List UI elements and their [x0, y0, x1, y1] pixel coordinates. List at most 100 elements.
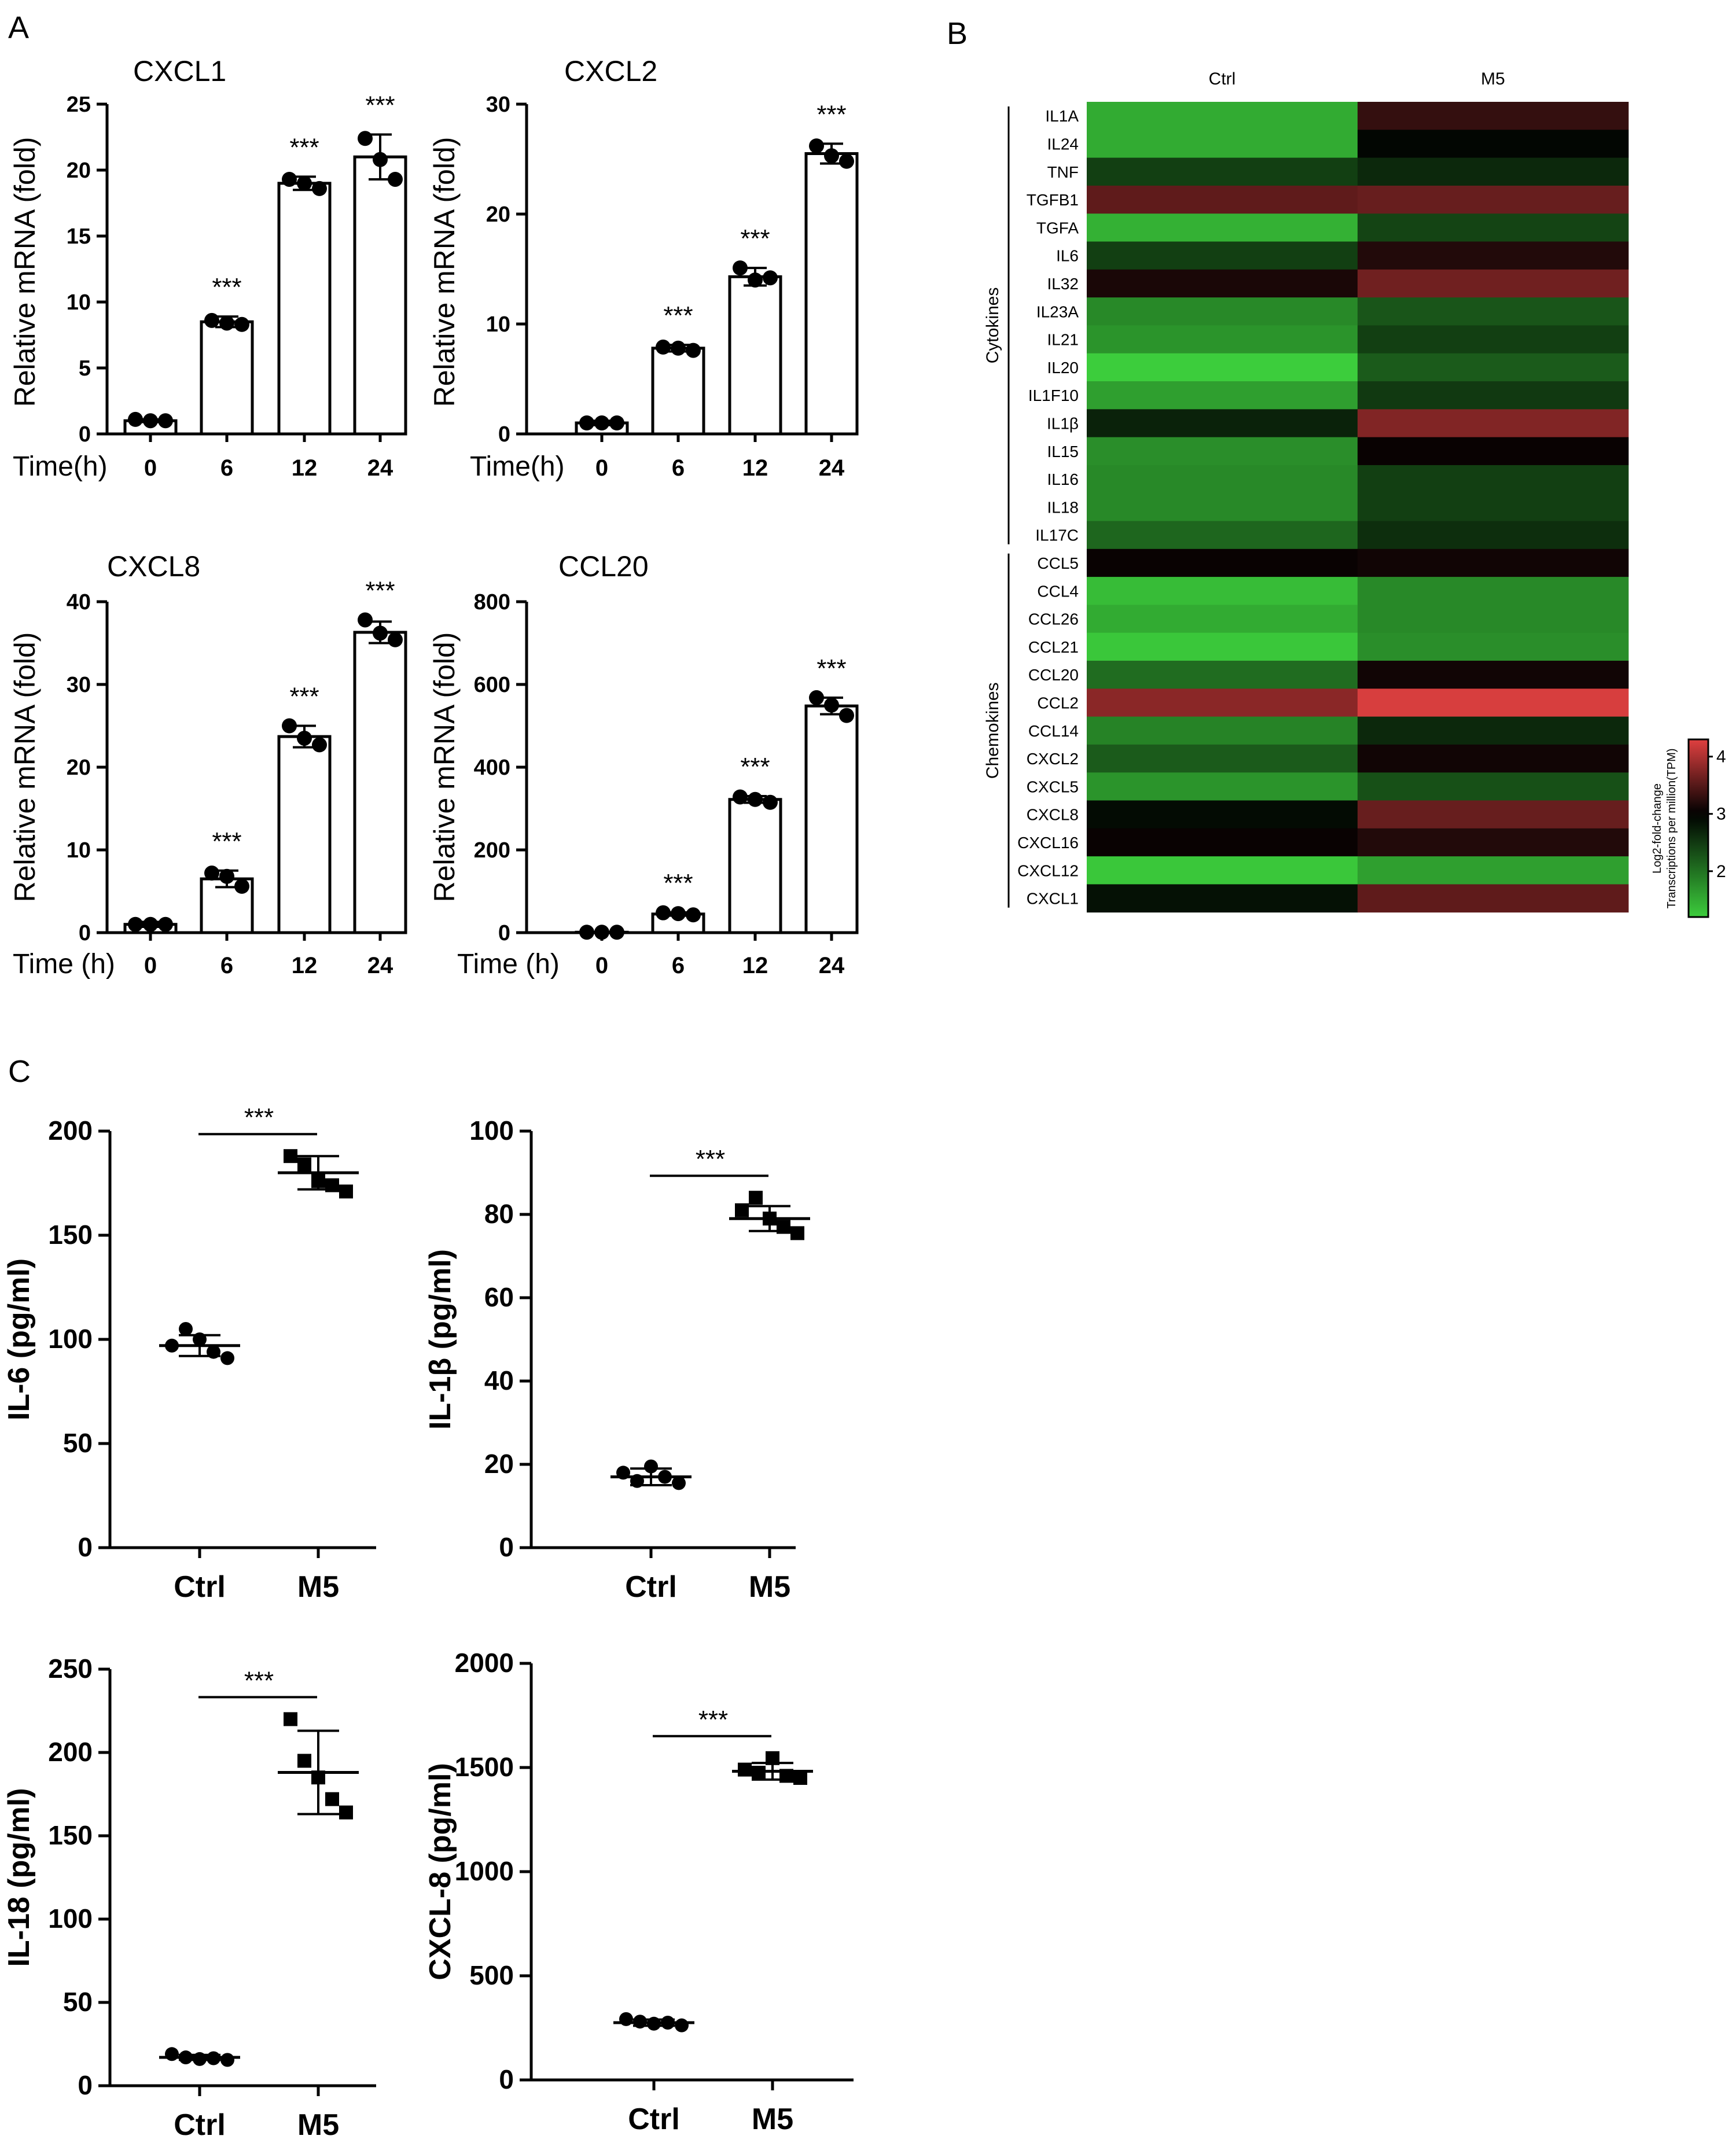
- chart-cxcl8-data-point: [158, 916, 173, 932]
- chart-cxcl2-ytick-label: 10: [486, 312, 510, 337]
- chart-cxcl1-category-label: 0: [144, 455, 157, 481]
- chart-il18-data-point: [311, 1770, 325, 1785]
- chart-cxcl1-ytick-label: 20: [67, 159, 91, 183]
- chart-cxcl8-data-point: [128, 916, 143, 932]
- chart-il1b-data-point: [658, 1470, 672, 1484]
- heatmap-cell: [1358, 102, 1629, 130]
- heatmap-row-label: IL21: [1047, 331, 1079, 349]
- colorbar-tick-label: 2: [1716, 862, 1726, 881]
- chart-cxcl8-ytick-label: 40: [67, 590, 91, 614]
- chart-il1b-data-point: [616, 1466, 630, 1480]
- heatmap-row-label: IL6: [1056, 247, 1079, 265]
- heatmap-cell: [1358, 577, 1629, 605]
- chart-cxcl8-protein-ytick-label: 1500: [455, 1752, 514, 1782]
- heatmap-cell: [1358, 185, 1629, 214]
- heatmap-row-label: CXCL12: [1017, 861, 1079, 879]
- chart-il1b-data-point: [777, 1220, 790, 1234]
- chart-ccl20-xlabel: Time (h): [457, 949, 560, 980]
- chart-il18: IL-18 (pg/ml) 0 50 100 150 200 250 Ctrl M5 ***: [2, 1654, 376, 2142]
- chart-cxcl1-ylabel: Relative mRNA (fold): [9, 137, 41, 407]
- chart-il1b-data-point: [749, 1191, 763, 1205]
- heatmap-cell: [1087, 213, 1358, 242]
- heatmap-cell: [1358, 828, 1629, 857]
- chart-ccl20-category-label: 12: [742, 953, 768, 978]
- chart-ccl20-ytick-label: 0: [498, 921, 510, 945]
- heatmap-cell: [1358, 269, 1629, 298]
- chart-il6-ytick-label: 100: [48, 1324, 93, 1354]
- heatmap-row-label: CCL4: [1037, 582, 1079, 600]
- chart-cxcl1-data-point: [312, 181, 327, 196]
- chart-ccl20-data-point: [824, 697, 839, 713]
- chart-cxcl8: CXCL8 Relative mRNA (fold) Time (h) 0 10 20 30…: [9, 550, 407, 980]
- chart-il6-data-point: [207, 1345, 220, 1359]
- panel-label-b: B: [947, 16, 968, 51]
- heatmap-cell: [1358, 661, 1629, 689]
- chart-cxcl1-category-label: 12: [292, 455, 318, 481]
- chart-cxcl2-xlabel: Time(h): [470, 451, 565, 482]
- heatmap-cell: [1087, 521, 1358, 550]
- chart-il18-ytick-label: 250: [48, 1654, 93, 1684]
- chart-il1b-ytick-label: 20: [484, 1449, 514, 1479]
- chart-il6-data-point: [220, 1351, 234, 1365]
- chart-il18-data-point: [297, 1754, 311, 1768]
- heatmap-row-label: CCL14: [1028, 722, 1079, 740]
- chart-cxcl1-ytick-label: 5: [79, 356, 91, 381]
- chart-cxcl2-data-point: [809, 138, 824, 154]
- chart-il6: IL-6 (pg/ml) 0 50 100 150 200 Ctrl M5 ***: [2, 1103, 376, 1604]
- chart-cxcl1-ytick-label: 25: [67, 93, 91, 117]
- chart-il1b-ylabel: IL-1β (pg/ml): [424, 1249, 457, 1430]
- heatmap-row-label: IL24: [1047, 135, 1079, 153]
- colorbar-label: Transcriptions per million(TPM): [1665, 748, 1678, 908]
- heatmap-cell: [1358, 800, 1629, 829]
- chart-ccl20-ylabel: Relative mRNA (fold): [428, 632, 461, 903]
- heatmap-cell: [1087, 185, 1358, 214]
- heatmap-cell: [1358, 772, 1629, 801]
- heatmap-cell: [1358, 437, 1629, 466]
- chart-cxcl8-protein-ylabel: CXCL-8 (pg/ml): [424, 1763, 457, 1980]
- heatmap-row-label: IL15: [1047, 443, 1079, 461]
- chart-il18-ytick-label: 100: [48, 1903, 93, 1934]
- heatmap-cell: [1358, 157, 1629, 186]
- chart-cxcl8-data-point: [297, 730, 312, 746]
- chart-il18-data-point: [284, 1712, 297, 1726]
- chart-il6-data-point: [297, 1157, 311, 1172]
- chart-il18-data-point: [179, 2050, 193, 2065]
- heatmap-row-label: CXCL16: [1017, 834, 1079, 852]
- chart-cxcl2: CXCL2 Relative mRNA (fold) Time(h) 0 10 20 30 0…: [428, 55, 859, 482]
- chart-cxcl1-xlabel: Time(h): [13, 451, 108, 482]
- heatmap-group-label: Cytokines: [983, 288, 1002, 364]
- chart-ccl20-data-point: [809, 690, 824, 705]
- chart-cxcl8-ytick-label: 30: [67, 673, 91, 697]
- chart-cxcl8-data-point: [358, 612, 373, 628]
- chart-cxcl2-data-point: [656, 339, 671, 355]
- chart-il6-ytick-label: 0: [78, 1532, 93, 1562]
- chart-il6-data-point: [179, 1322, 193, 1336]
- heatmap-cell: [1087, 828, 1358, 857]
- heatmap-cell: [1087, 605, 1358, 634]
- chart-cxcl8-category-label: 24: [367, 953, 393, 978]
- chart-il18-category-label: M5: [297, 2108, 339, 2142]
- chart-il6-data-point: [325, 1178, 339, 1192]
- chart-il18-data-point: [165, 2047, 179, 2061]
- chart-cxcl2-data-point: [763, 270, 778, 286]
- chart-ccl20-ytick-label: 600: [474, 673, 510, 697]
- chart-il18-ytick-label: 150: [48, 1820, 93, 1850]
- chart-cxcl1: CXCL1 Relative mRNA (fold) Time(h) 0 5 10 15 20…: [9, 55, 407, 482]
- chart-il1b-category-label: M5: [749, 1570, 790, 1604]
- chart-cxcl2-ytick-label: 30: [486, 93, 510, 117]
- chart-il18-data-point: [220, 2053, 234, 2067]
- chart-cxcl2-data-point: [824, 148, 839, 164]
- heatmap-cell: [1087, 269, 1358, 298]
- chart-cxcl2-category-label: 12: [742, 455, 768, 481]
- chart-il18-data-point: [325, 1792, 339, 1806]
- chart-cxcl8-data-point: [282, 718, 297, 734]
- chart-cxcl8-protein-data-point: [633, 2015, 647, 2029]
- heatmap-cell: [1358, 744, 1629, 773]
- chart-cxcl8-bar: [353, 631, 407, 934]
- heatmap-cell: [1087, 130, 1358, 159]
- chart-cxcl8-protein-data-point: [752, 1766, 766, 1780]
- chart-ccl20-data-point: [656, 905, 671, 920]
- heatmap-cell: [1358, 409, 1629, 438]
- chart-il1b-data-point: [672, 1476, 686, 1490]
